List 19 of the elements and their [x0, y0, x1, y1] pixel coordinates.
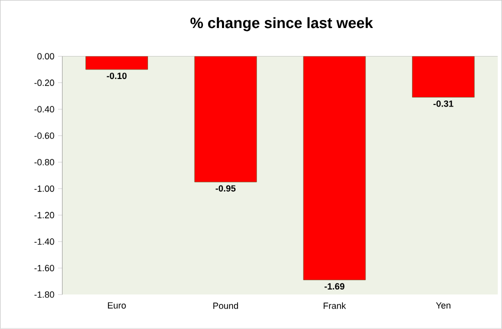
y-tick-label: -0.80	[34, 159, 54, 166]
data-label: -0.95	[216, 185, 236, 192]
y-tick-label: -1.40	[34, 238, 54, 245]
y-tick-label: -1.20	[34, 212, 54, 218]
y-tick-label: -1.00	[34, 186, 54, 192]
y-tick-label: -0.40	[34, 106, 54, 113]
x-tick-label: Yen	[436, 302, 450, 309]
data-label: -0.31	[433, 100, 454, 107]
x-tick-label: Pound	[213, 302, 238, 310]
y-tick-label: 0.00	[37, 53, 54, 60]
data-label: -0.10	[106, 72, 127, 80]
x-tick-label: Euro	[108, 302, 126, 309]
y-tick-label: -0.20	[34, 80, 54, 86]
x-tick-label: Frank	[324, 302, 346, 310]
y-tick-label: -1.80	[34, 291, 54, 298]
data-label: -1.69	[324, 283, 344, 290]
chart-title: % change since last week	[190, 17, 374, 32]
y-tick-label: -0.60	[34, 132, 54, 139]
y-tick-label: -1.60	[34, 264, 54, 272]
